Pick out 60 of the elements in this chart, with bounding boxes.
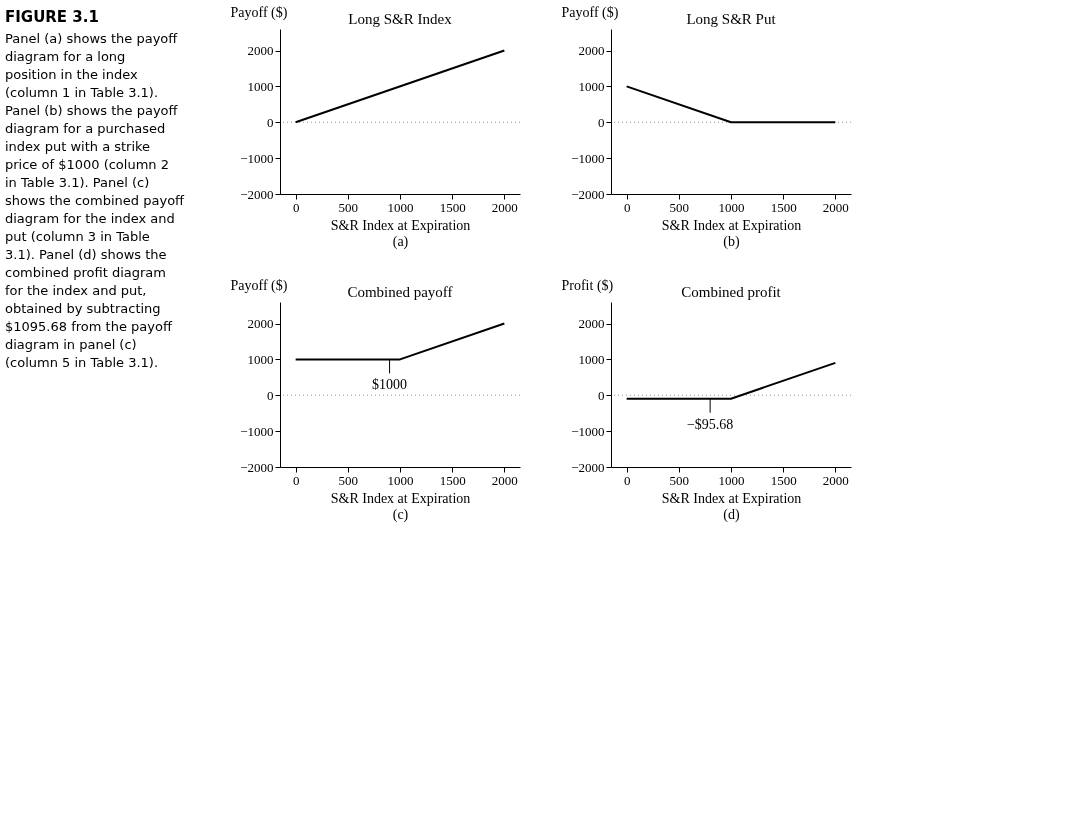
x-tick-label: 0: [292, 472, 300, 488]
y-tick-label: 2000: [247, 43, 274, 59]
x-tick-label: 1000: [718, 472, 745, 488]
x-tick-label: 0: [623, 472, 631, 488]
y-axis-title: Payoff ($): [230, 277, 288, 294]
text: (d): [723, 506, 740, 523]
x-axis-title: S&R Index at Expiration: [330, 217, 471, 233]
x-tick-label: 1000: [718, 199, 745, 215]
y-axis-title: Profit ($): [561, 277, 614, 294]
y-tick-label: −1000: [240, 150, 274, 166]
text: Panel (a) shows the payoff diagram for a long position in the index (column 1 in Table 3.1). Panel (b) shows the payoff diagram for a purchased index put with a strike price of $1000 (column 2 in Table 3.1). Panel (c) shows the combined payoff diagram for the index and put (column 3 in Table 3.1). Panel (d) shows the combined profit diagram for the index and put, obtained by subtracting $1095.68 from the payoff diagram in panel (c) (column 5 in Table 3.1).: [5, 31, 185, 370]
x-axis-title: S&R Index at Expiration: [661, 217, 802, 233]
y-tick-label: 0: [598, 387, 605, 403]
x-tick-label: 500: [669, 472, 690, 488]
x-tick-label: 1000: [387, 472, 414, 488]
y-tick-label: −2000: [240, 459, 274, 475]
x-tick-label: 1500: [439, 199, 466, 215]
y-tick-label: 2000: [247, 316, 274, 332]
y-tick-label: 1000: [247, 351, 274, 367]
x-tick-label: 2000: [822, 199, 849, 215]
x-tick-label: 500: [338, 199, 359, 215]
y-tick-label: 1000: [578, 78, 605, 94]
y-tick-label: 0: [267, 387, 274, 403]
y-axis-title: Payoff ($): [230, 4, 288, 21]
x-tick-label: 2000: [491, 199, 518, 215]
chart-title: Long S&R Index: [348, 11, 453, 27]
y-tick-label: −1000: [571, 423, 605, 439]
x-tick-label: 1500: [439, 472, 466, 488]
y-tick-label: −2000: [571, 186, 605, 202]
x-tick-label: 0: [623, 199, 631, 215]
x-axis-title: S&R Index at Expiration: [330, 490, 471, 506]
x-tick-label: 2000: [491, 472, 518, 488]
x-tick-label: 1500: [770, 472, 797, 488]
x-tick-label: 500: [669, 199, 690, 215]
x-axis-title: S&R Index at Expiration: [661, 490, 802, 506]
y-axis-title: Payoff ($): [561, 4, 619, 21]
text: FIGURE 3.1: [5, 8, 99, 26]
x-tick-label: 0: [292, 199, 300, 215]
annotation: $1000: [372, 377, 408, 393]
text: (a): [392, 233, 409, 250]
y-tick-label: −2000: [571, 459, 605, 475]
y-tick-label: 1000: [578, 351, 605, 367]
y-tick-label: 2000: [578, 316, 605, 332]
text: (b): [723, 233, 740, 250]
chart-title: Long S&R Put: [686, 11, 777, 27]
x-tick-label: 500: [338, 472, 359, 488]
text: (c): [392, 506, 409, 523]
y-tick-label: −1000: [571, 150, 605, 166]
chart-title: Combined payoff: [347, 284, 453, 300]
chart-title: Combined profit: [681, 284, 782, 300]
x-tick-label: 1000: [387, 199, 414, 215]
x-tick-label: 2000: [822, 472, 849, 488]
y-tick-label: 2000: [578, 43, 605, 59]
y-tick-label: −1000: [240, 423, 274, 439]
annotation: −$95.68: [686, 416, 734, 432]
y-tick-label: 1000: [247, 78, 274, 94]
x-tick-label: 1500: [770, 199, 797, 215]
y-tick-label: 0: [267, 114, 274, 130]
y-tick-label: 0: [598, 114, 605, 130]
y-tick-label: −2000: [240, 186, 274, 202]
